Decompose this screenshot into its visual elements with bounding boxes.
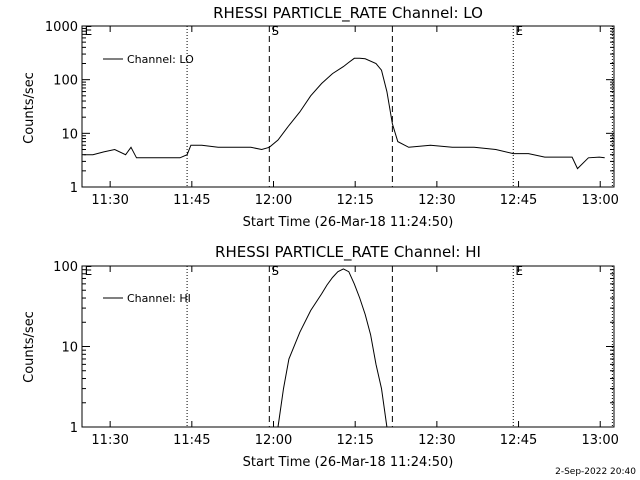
x-tick-label: 11:45 (173, 193, 210, 208)
y-axis-label: Counts/sec (22, 311, 37, 383)
timestamp: 2-Sep-2022 20:40 (555, 467, 636, 477)
x-tick-label: 12:45 (500, 433, 537, 448)
chart-panel-lo: RHESSI PARTICLE_RATE Channel: LO Counts/… (22, 4, 619, 230)
event-marker-label: S (271, 24, 279, 38)
x-tick-label: 13:00 (581, 433, 618, 448)
y-tick-label: 1000 (45, 20, 78, 35)
y-axis-label: Counts/sec (22, 72, 37, 144)
event-marker-label: E (85, 264, 93, 278)
x-tick-label: 12:00 (255, 193, 292, 208)
y-tick-label: 10 (61, 127, 78, 142)
x-tick-label: 11:30 (91, 433, 128, 448)
x-tick-label: 12:00 (255, 433, 292, 448)
y-tick-label: 1 (70, 181, 78, 196)
x-tick-label: 12:15 (336, 193, 373, 208)
legend-label: Channel: HI (127, 292, 191, 305)
y-tick-label: 100 (53, 260, 78, 275)
legend-label: Channel: LO (127, 53, 194, 66)
x-tick-label: 12:30 (418, 433, 455, 448)
chart-title: RHESSI PARTICLE_RATE Channel: HI (215, 243, 481, 262)
event-marker-label: S (271, 264, 279, 278)
plot-frame (81, 25, 615, 188)
y-tick-label: 10 (61, 341, 78, 356)
x-axis-label: Start Time (26-Mar-18 11:24:50) (243, 215, 454, 230)
x-tick-label: 12:15 (336, 433, 373, 448)
x-tick-label: 11:30 (91, 193, 128, 208)
x-tick-label: 11:45 (173, 433, 210, 448)
chart-title: RHESSI PARTICLE_RATE Channel: LO (213, 4, 483, 23)
x-tick-label: 13:00 (581, 193, 618, 208)
event-marker-label: E (85, 24, 93, 38)
y-tick-label: 100 (53, 74, 78, 89)
x-tick-label: 12:30 (418, 193, 455, 208)
legend: Channel: LO (103, 53, 194, 66)
x-tick-label: 12:45 (500, 193, 537, 208)
event-marker-label: E (515, 24, 523, 38)
legend: Channel: HI (103, 292, 191, 305)
event-marker-label: E (515, 264, 523, 278)
chart-panel-hi: RHESSI PARTICLE_RATE Channel: HI Counts/… (22, 243, 619, 470)
series-line (83, 57, 605, 170)
y-tick-label: 1 (70, 421, 78, 436)
series-line (277, 268, 388, 428)
x-axis-label: Start Time (26-Mar-18 11:24:50) (243, 455, 454, 470)
